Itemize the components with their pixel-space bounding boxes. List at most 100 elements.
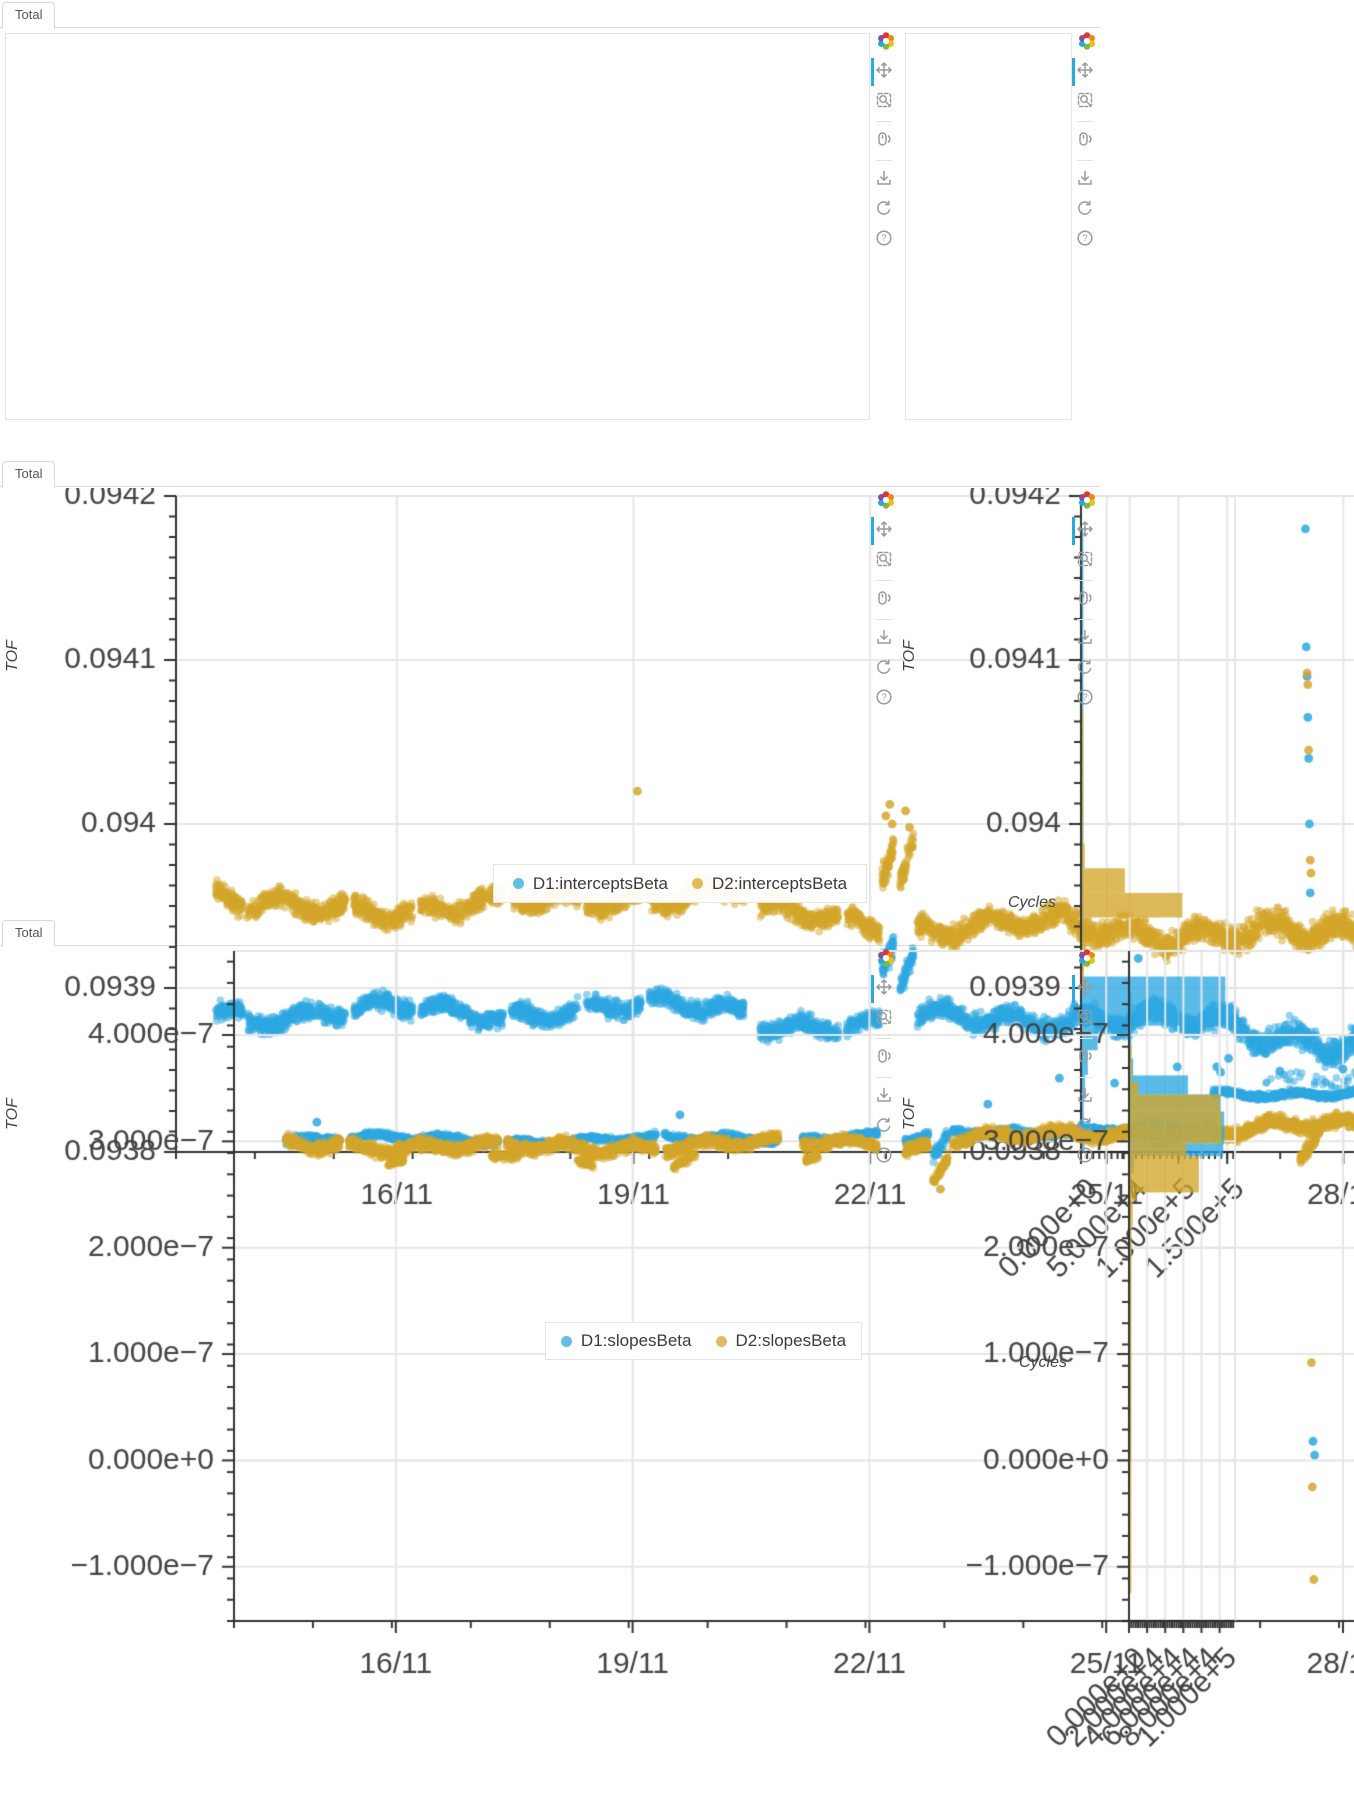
reset-tool-button[interactable] [871,195,897,225]
help-icon: ? [1076,1146,1094,1169]
help-tool-button[interactable]: ? [871,1142,897,1172]
legend-slopes[interactable]: D1:slopesBeta D2:slopesBeta [545,1322,862,1360]
reset-icon [875,658,893,681]
reset-tool-button[interactable] [1072,654,1098,684]
wheel-zoom-tool-button[interactable] [871,585,897,615]
help-tool-button[interactable]: ? [1072,225,1098,255]
box-zoom-tool-button[interactable] [871,1004,897,1034]
reset-icon [875,1116,893,1139]
legend-label-d1-slopes: D1:slopesBeta [580,1331,692,1350]
wheel-zoom-tool-button[interactable] [1072,126,1098,156]
help-tool-button[interactable]: ? [1072,1142,1098,1172]
svg-text:?: ? [881,1150,886,1161]
legend-item-d1-intercepts[interactable]: D1:interceptsBeta [512,873,668,894]
pan-tool-button[interactable] [871,516,897,546]
pan-tool-button[interactable] [871,974,897,1004]
pan-tool-button[interactable] [871,57,897,87]
box-zoom-icon [875,1008,893,1031]
reset-tool-button[interactable] [1072,195,1098,225]
help-tool-button[interactable]: ? [871,684,897,714]
legend-item-d2-intercepts[interactable]: D2:interceptsBeta [692,874,847,894]
toolbar-divider [1077,619,1093,620]
pan-tool-button[interactable] [1072,974,1098,1004]
save-icon [875,628,893,651]
empty-plot-main-row1[interactable] [5,33,870,420]
save-icon [1076,628,1094,651]
tab-total-row2[interactable]: Total [2,461,56,488]
save-tool-button[interactable] [1072,1082,1098,1112]
pan-tool-button[interactable] [1072,57,1098,87]
box-zoom-icon [1076,91,1094,114]
toolbar-divider [1077,1038,1093,1039]
save-tool-button[interactable] [871,165,897,195]
box-zoom-icon [1076,1008,1094,1031]
legend-item-d2-slopes[interactable]: D2:slopesBeta [715,1331,847,1351]
legend-label-d1-intercepts: D1:interceptsBeta [532,873,668,893]
save-tool-button[interactable] [1072,165,1098,195]
legend-item-d1-slopes[interactable]: D1:slopesBeta [560,1331,692,1351]
box-zoom-tool-button[interactable] [871,546,897,576]
legend-label-d2-intercepts: D2:interceptsBeta [712,873,848,893]
x-axis-title-slopes-hist: Cycles [1018,1354,1067,1371]
legend-dot-d1 [512,878,524,889]
active-tool-indicator [871,975,874,1003]
save-tool-button[interactable] [871,1082,897,1112]
plot-toolbar-row1-side: ? [1072,31,1098,255]
help-tool-button[interactable]: ? [1072,684,1098,714]
bokeh-logo-icon[interactable] [1077,490,1097,510]
save-icon [1076,1086,1094,1109]
slopes-histogram-plot[interactable] [905,943,1305,1803]
box-zoom-icon [875,91,893,114]
save-tool-button[interactable] [871,624,897,654]
x-axis-title-intercepts-hist: Cycles [1007,894,1056,911]
reset-icon [875,199,893,222]
wheel-zoom-icon [875,589,893,612]
wheel-zoom-icon [875,130,893,153]
bokeh-logo-icon[interactable] [1077,31,1097,51]
active-tool-indicator [1072,58,1075,86]
box-zoom-icon [1076,550,1094,573]
box-zoom-tool-button[interactable] [1072,546,1098,576]
tab-total-row1[interactable]: Total [2,2,56,29]
legend-intercepts[interactable]: D1:interceptsBeta D2:interceptsBeta [493,864,867,903]
bokeh-logo-icon[interactable] [876,948,896,968]
reset-tool-button[interactable] [871,654,897,684]
legend-label-d2-slopes: D2:slopesBeta [735,1331,847,1350]
help-tool-button[interactable]: ? [871,225,897,255]
reset-tool-button[interactable] [1072,1112,1098,1142]
y-axis-title-slopes: TOF [4,1098,21,1130]
pan-icon [1076,978,1094,1001]
empty-plot-side-row1[interactable] [905,33,1072,420]
help-icon: ? [875,1146,893,1169]
toolbar-divider [876,1038,892,1039]
reset-icon [1076,199,1094,222]
active-tool-indicator [1072,517,1075,545]
svg-text:?: ? [881,233,886,244]
wheel-zoom-tool-button[interactable] [871,126,897,156]
y-axis-title-intercepts-hist: TOF [901,640,918,672]
help-icon: ? [875,229,893,252]
wheel-zoom-tool-button[interactable] [1072,1043,1098,1073]
pan-tool-button[interactable] [1072,516,1098,546]
save-icon [1076,169,1094,192]
active-tool-indicator [871,58,874,86]
wheel-zoom-tool-button[interactable] [1072,585,1098,615]
toolbar-divider [876,619,892,620]
box-zoom-icon [875,550,893,573]
toolbar-divider [876,1077,892,1078]
active-tool-indicator [1072,975,1075,1003]
bokeh-logo-icon[interactable] [1077,948,1097,968]
svg-text:?: ? [1082,1150,1087,1161]
box-zoom-tool-button[interactable] [1072,1004,1098,1034]
box-zoom-tool-button[interactable] [871,87,897,117]
tab-strip-row1: Total [0,1,1100,29]
bokeh-logo-icon[interactable] [876,490,896,510]
wheel-zoom-tool-button[interactable] [871,1043,897,1073]
reset-tool-button[interactable] [871,1112,897,1142]
bokeh-logo-icon[interactable] [876,31,896,51]
legend-dot-d1 [560,1335,572,1347]
box-zoom-tool-button[interactable] [1072,87,1098,117]
reset-icon [1076,658,1094,681]
save-tool-button[interactable] [1072,624,1098,654]
plot-toolbar-row2-main: ? [871,490,897,714]
